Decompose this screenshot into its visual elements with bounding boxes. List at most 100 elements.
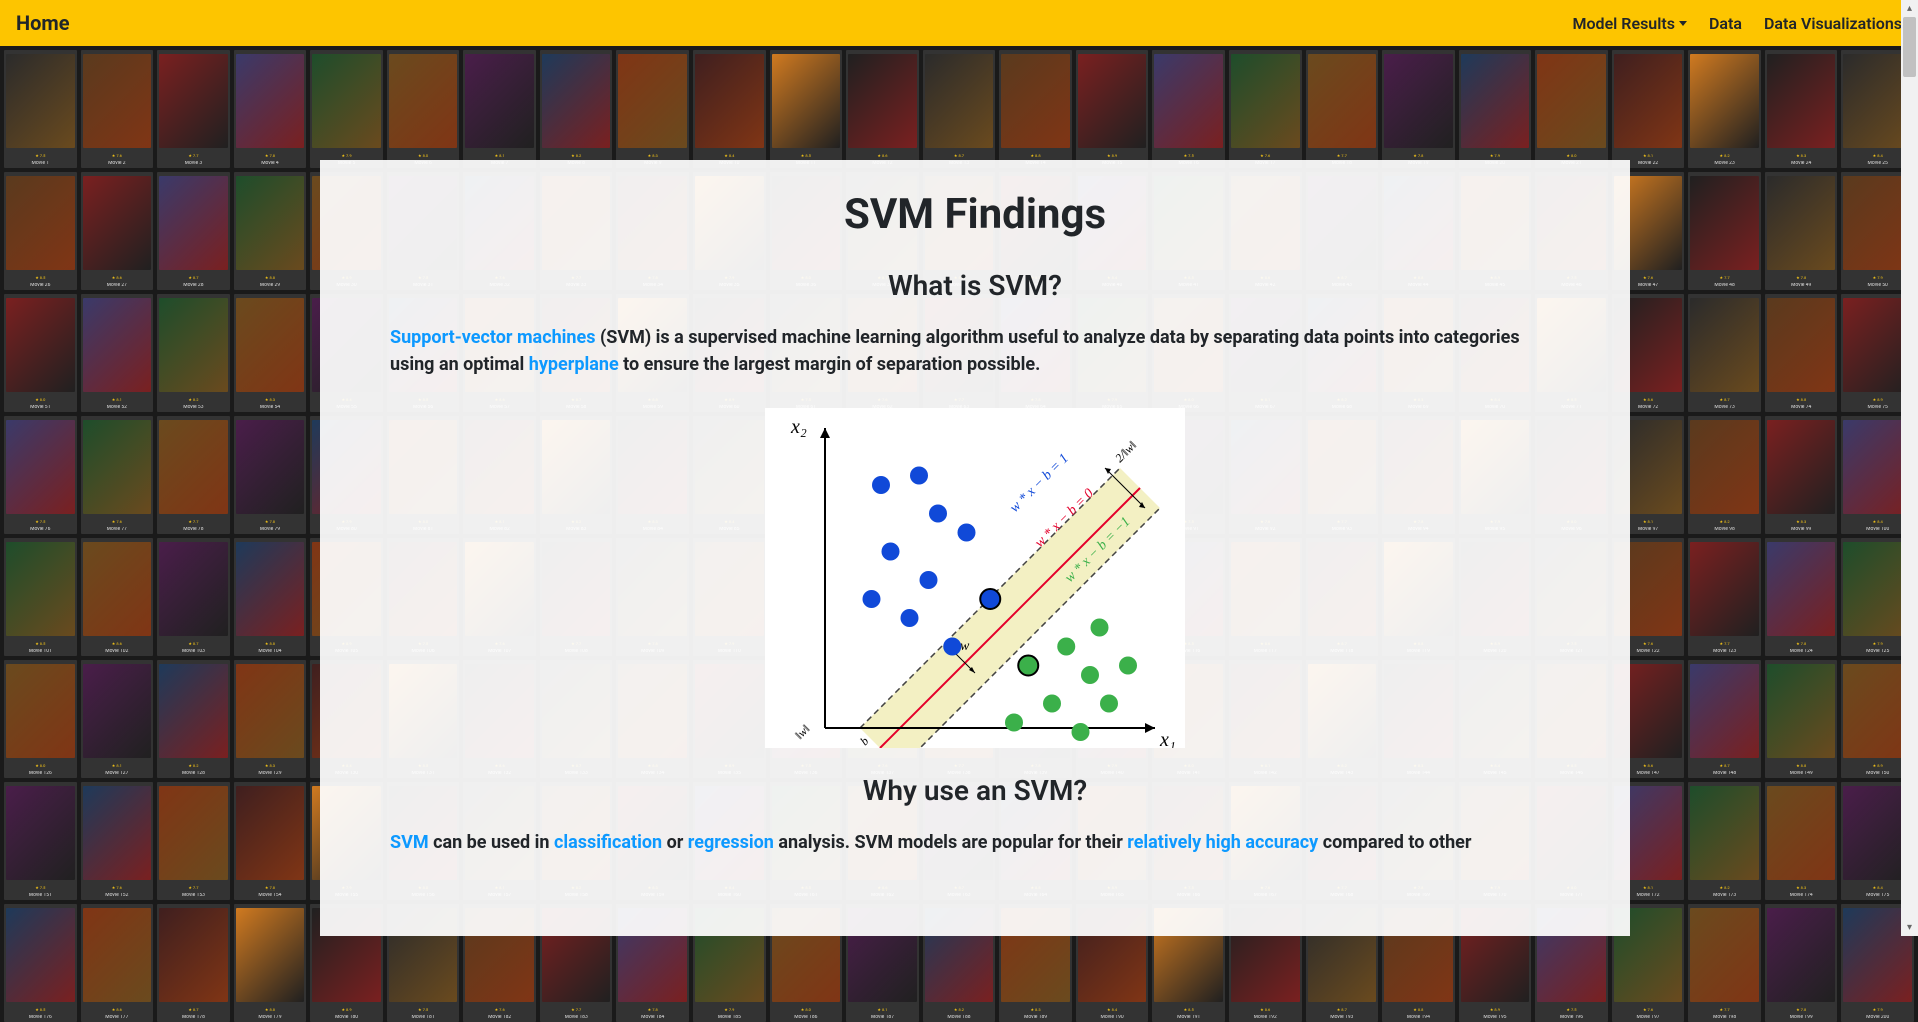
poster-rating: ★ 7.5 (1152, 153, 1225, 158)
poster-label: Movie 148 (1688, 771, 1761, 776)
poster-rating: ★ 8.6 (846, 153, 919, 158)
poster-tile: ★ 8.6Movie 27 (81, 172, 154, 290)
poster-label: Movie 3 (157, 161, 230, 166)
poster-tile: ★ 8.8Movie 149 (1765, 660, 1838, 778)
scrollbar[interactable]: ▴ ▾ (1901, 0, 1918, 936)
poster-rating: ★ 7.6 (1612, 1007, 1685, 1012)
link-svm[interactable]: Support-vector machines (390, 327, 595, 348)
poster-rating: ★ 8.0 (4, 763, 77, 768)
intro-t2: to ensure the largest margin of separati… (619, 354, 1041, 375)
poster-rating: ★ 7.8 (1765, 1007, 1838, 1012)
poster-rating: ★ 8.8 (999, 153, 1072, 158)
poster-label: Movie 4 (234, 161, 307, 166)
poster-tile: ★ 7.6 Movie 152 (81, 782, 154, 900)
poster-rating: ★ 7.7 (157, 885, 230, 890)
poster-label: Movie 104 (234, 649, 307, 654)
poster-label: Movie 200 (1841, 1015, 1914, 1020)
poster-label: Movie 180 (310, 1015, 383, 1020)
poster-tile: ★ 7.7Movie 198 (1688, 904, 1761, 1022)
poster-rating: ★ 8.1 (81, 397, 154, 402)
p2-t3: analysis. SVM models are popular for the… (774, 832, 1127, 853)
poster-rating: ★ 8.5 (1152, 1007, 1225, 1012)
poster-tile: ★ 8.0 Movie 126 (4, 660, 77, 778)
poster-rating: ★ 8.3 (999, 1007, 1072, 1012)
poster-label: Movie 77 (81, 527, 154, 532)
poster-rating: ★ 8.2 (540, 153, 613, 158)
poster-tile: ★ 7.7Movie 3 (157, 50, 230, 168)
poster-rating: ★ 8.2 (923, 1007, 996, 1012)
p2-t4: compared to other (1318, 832, 1471, 853)
poster-label: Movie 123 (1688, 649, 1761, 654)
poster-rating: ★ 8.8 (234, 1007, 307, 1012)
nav-model-results[interactable]: Model Results (1573, 14, 1688, 33)
poster-rating: ★ 8.5 (4, 641, 77, 646)
nav-data[interactable]: Data (1709, 14, 1742, 33)
p2-t1: can be used in (429, 832, 554, 853)
nav-model-results-label: Model Results (1573, 14, 1676, 33)
poster-label: Movie 191 (1152, 1015, 1225, 1020)
poster-label: Movie 149 (1765, 771, 1838, 776)
poster-rating: ★ 8.0 (770, 1007, 843, 1012)
poster-label: Movie 103 (157, 649, 230, 654)
poster-tile: ★ 8.2Movie 8 (540, 50, 613, 168)
home-link[interactable]: Home (16, 11, 70, 35)
poster-label: Movie 152 (81, 893, 154, 898)
poster-label: Movie 126 (4, 771, 77, 776)
poster-label: Movie 23 (1688, 161, 1761, 166)
poster-label: Movie 1 (4, 161, 77, 166)
poster-tile: ★ 7.8Movie 79 (234, 416, 307, 534)
poster-rating: ★ 7.7 (157, 519, 230, 524)
poster-label: Movie 54 (234, 405, 307, 410)
poster-label: Movie 181 (387, 1015, 460, 1020)
scrollbar-thumb[interactable] (1903, 17, 1916, 77)
poster-label: Movie 26 (4, 283, 77, 288)
poster-tile: ★ 7.7Movie 123 (1688, 538, 1761, 656)
poster-label: Movie 198 (1688, 1015, 1761, 1020)
poster-tile: ★ 8.0Movie 21 (1535, 50, 1608, 168)
poster-tile: ★ 8.1Movie 127 (81, 660, 154, 778)
why-paragraph: SVM can be used in classification or reg… (390, 829, 1560, 856)
poster-tile: ★ 8.7Movie 13 (923, 50, 996, 168)
poster-label: Movie 52 (81, 405, 154, 410)
poster-rating: ★ 7.9 (310, 153, 383, 158)
poster-label: Movie 192 (1229, 1015, 1302, 1020)
link-regression[interactable]: regression (688, 832, 774, 853)
poster-label: Movie 127 (81, 771, 154, 776)
scroll-up-icon[interactable]: ▴ (1901, 0, 1918, 17)
nav-data-visualizations[interactable]: Data Visualizations (1764, 14, 1902, 33)
link-hyperplane[interactable]: hyperplane (529, 354, 619, 375)
poster-tile: ★ 8.1Movie 22 (1612, 50, 1685, 168)
poster-label: Movie 186 (770, 1015, 843, 1020)
poster-label: Movie 27 (81, 283, 154, 288)
link-classification[interactable]: classification (554, 832, 662, 853)
poster-rating: ★ 8.1 (463, 153, 536, 158)
scroll-down-icon[interactable]: ▾ (1901, 919, 1918, 936)
poster-tile: ★ 7.7Movie 153 (157, 782, 230, 900)
poster-rating: ★ 8.4 (693, 153, 766, 158)
poster-label: Movie 179 (234, 1015, 307, 1020)
link-svm-2[interactable]: SVM (390, 832, 429, 853)
poster-rating: ★ 8.7 (1688, 763, 1761, 768)
poster-label: Movie 189 (999, 1015, 1072, 1020)
poster-rating: ★ 8.3 (616, 153, 689, 158)
poster-tile: ★ 7.7Movie 18 (1306, 50, 1379, 168)
poster-label: Movie 99 (1765, 527, 1838, 532)
poster-rating: ★ 8.3 (1765, 519, 1838, 524)
poster-tile: ★ 7.6Movie 17 (1229, 50, 1302, 168)
poster-label: Movie 128 (157, 771, 230, 776)
poster-label: Movie 101 (4, 649, 77, 654)
poster-label: Movie 124 (1765, 649, 1838, 654)
poster-label: Movie 79 (234, 527, 307, 532)
link-accuracy[interactable]: relatively high accuracy (1127, 832, 1318, 853)
poster-tile: ★ 8.4Movie 10 (693, 50, 766, 168)
poster-rating: ★ 8.4 (1076, 1007, 1149, 1012)
poster-rating: ★ 8.8 (234, 641, 307, 646)
poster-rating: ★ 7.6 (81, 885, 154, 890)
poster-tile: ★ 8.5Movie 26 (4, 172, 77, 290)
poster-label: Movie 177 (81, 1015, 154, 1020)
poster-label: Movie 53 (157, 405, 230, 410)
navbar: Home Model Results Data Data Visualizati… (0, 0, 1918, 46)
page-title: SVM Findings (390, 190, 1560, 239)
poster-rating: ★ 7.7 (1306, 153, 1379, 158)
poster-rating: ★ 8.6 (81, 1007, 154, 1012)
